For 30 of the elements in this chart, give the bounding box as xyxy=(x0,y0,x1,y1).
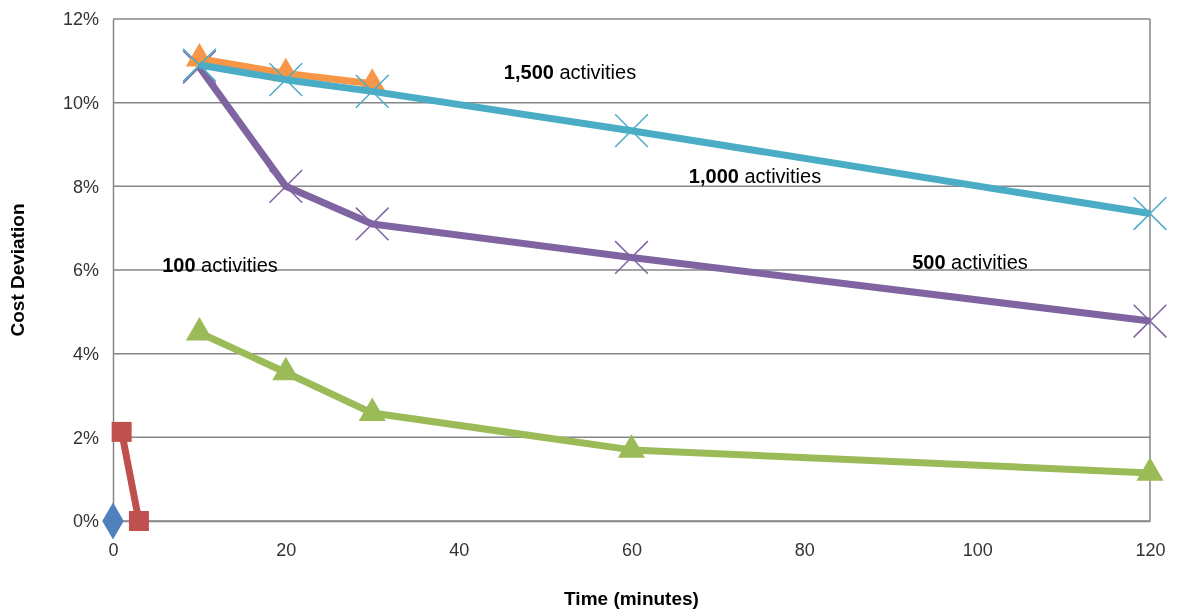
point xyxy=(1132,196,1168,231)
x-tick-label: 100 xyxy=(962,539,993,560)
point xyxy=(355,206,390,242)
y-tick-label: 6% xyxy=(72,260,99,281)
annotation: 1,500 activities xyxy=(503,61,637,83)
point xyxy=(614,113,649,148)
y-tick-label: 10% xyxy=(62,92,99,113)
point xyxy=(268,62,303,97)
x-tick-label: 0 xyxy=(108,539,119,560)
x-tick-label: 60 xyxy=(621,539,643,560)
y-tick-label: 0% xyxy=(72,511,99,532)
x-tick-label: 20 xyxy=(276,539,297,560)
point xyxy=(111,421,132,442)
x-tick-label: 80 xyxy=(794,539,815,560)
y-tick-label: 12% xyxy=(62,9,99,30)
x-axis-title: Time (minutes) xyxy=(564,588,699,609)
annotation: 1,000 activities xyxy=(688,165,822,187)
annotation: 100 activities xyxy=(162,254,278,276)
point xyxy=(128,511,149,531)
y-tick-label: 2% xyxy=(72,427,99,448)
point xyxy=(268,169,303,204)
point xyxy=(1132,303,1168,339)
point xyxy=(355,74,390,109)
annotation: 500 activities xyxy=(912,251,1028,273)
y-tick-label: 8% xyxy=(72,176,99,197)
x-tick-label: 40 xyxy=(449,539,470,560)
x-tick-label: 120 xyxy=(1135,539,1166,560)
y-tick-label: 4% xyxy=(72,343,99,364)
point xyxy=(614,240,649,275)
y-axis-title: Cost Deviation xyxy=(7,203,28,337)
